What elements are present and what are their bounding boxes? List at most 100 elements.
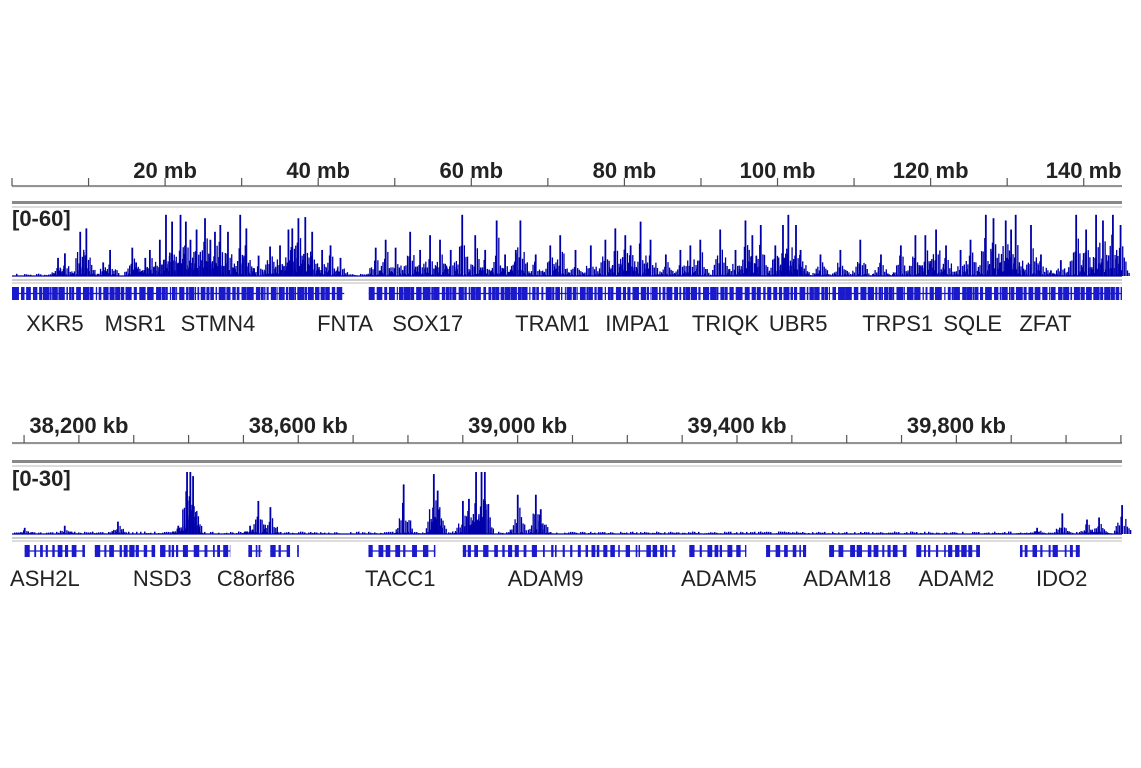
gene-exon[interactable]	[197, 287, 200, 300]
gene-exon[interactable]	[1032, 545, 1038, 557]
gene-exon[interactable]	[1104, 287, 1111, 300]
gene-exon[interactable]	[462, 545, 467, 557]
gene-exon[interactable]	[165, 287, 168, 300]
gene-exon[interactable]	[627, 287, 631, 300]
gene-exon[interactable]	[45, 545, 48, 557]
gene-exon[interactable]	[495, 287, 500, 300]
gene-exon[interactable]	[285, 287, 289, 300]
gene-exon[interactable]	[1075, 545, 1080, 557]
gene-exon[interactable]	[416, 287, 422, 300]
gene-exon[interactable]	[690, 287, 698, 300]
gene-exon[interactable]	[43, 287, 50, 300]
gene-exon[interactable]	[591, 545, 596, 557]
gene-exon[interactable]	[799, 545, 801, 557]
gene-exon[interactable]	[210, 287, 214, 300]
gene-label-trps1[interactable]: TRPS1	[862, 311, 933, 336]
gene-exon[interactable]	[1040, 545, 1043, 557]
gene-exon[interactable]	[1120, 287, 1122, 300]
gene-exon[interactable]	[1001, 287, 1008, 300]
gene-exon[interactable]	[1063, 287, 1070, 300]
gene-label-triqk[interactable]: TRIQK	[692, 311, 760, 336]
gene-exon[interactable]	[422, 545, 429, 557]
gene-exon[interactable]	[763, 287, 766, 300]
gene-exon[interactable]	[278, 287, 283, 300]
gene-exon[interactable]	[775, 545, 781, 557]
gene-exon[interactable]	[666, 287, 673, 300]
gene-exon[interactable]	[832, 287, 836, 300]
gene-exon[interactable]	[850, 545, 856, 557]
gene-exon[interactable]	[94, 545, 101, 557]
gene-exon[interactable]	[1049, 287, 1051, 300]
gene-label-fnta[interactable]: FNTA	[317, 311, 373, 336]
gene-exon[interactable]	[792, 545, 797, 557]
gene-label-ido2[interactable]: IDO2	[1036, 566, 1087, 591]
gene-label-adam18[interactable]: ADAM18	[803, 566, 891, 591]
gene-exon[interactable]	[727, 545, 733, 557]
gene-exon[interactable]	[961, 545, 967, 557]
gene-exon[interactable]	[1042, 287, 1048, 300]
gene-exon[interactable]	[468, 287, 471, 300]
gene-exon[interactable]	[368, 287, 375, 300]
gene-exon[interactable]	[596, 545, 600, 557]
gene-exon[interactable]	[944, 545, 946, 557]
gene-exon[interactable]	[928, 545, 931, 557]
gene-exon[interactable]	[206, 287, 210, 300]
gene-exon[interactable]	[638, 545, 641, 557]
gene-exon[interactable]	[572, 287, 577, 300]
gene-exon[interactable]	[368, 545, 373, 557]
gene-exon[interactable]	[426, 287, 431, 300]
gene-exon[interactable]	[698, 287, 701, 300]
gene-exon[interactable]	[615, 287, 622, 300]
gene-exon[interactable]	[640, 287, 647, 300]
gene-exon[interactable]	[422, 287, 427, 300]
gene-exon[interactable]	[470, 287, 476, 300]
gene-exon[interactable]	[892, 287, 895, 300]
gene-exon[interactable]	[536, 287, 539, 300]
gene-exon[interactable]	[994, 287, 999, 300]
gene-exon[interactable]	[860, 287, 867, 300]
gene-exon[interactable]	[806, 287, 809, 300]
gene-exon[interactable]	[972, 287, 975, 300]
gene-label-ash2l[interactable]: ASH2L	[10, 566, 80, 591]
gene-exon[interactable]	[412, 545, 417, 557]
gene-exon[interactable]	[873, 545, 879, 557]
gene-exon[interactable]	[903, 287, 905, 300]
gene-label-stmn4[interactable]: STMN4	[181, 311, 256, 336]
gene-exon[interactable]	[689, 545, 695, 557]
gene-exon[interactable]	[76, 287, 81, 300]
gene-exon[interactable]	[248, 545, 253, 557]
gene-exon[interactable]	[660, 545, 664, 557]
gene-exon[interactable]	[504, 287, 511, 300]
gene-exon[interactable]	[521, 287, 528, 300]
gene-exon[interactable]	[585, 545, 589, 557]
gene-exon[interactable]	[217, 545, 220, 557]
gene-exon[interactable]	[176, 545, 179, 557]
gene-exon[interactable]	[576, 287, 578, 300]
gene-exon[interactable]	[974, 287, 979, 300]
gene-exon[interactable]	[604, 287, 607, 300]
gene-exon[interactable]	[594, 287, 597, 300]
gene-exon[interactable]	[925, 287, 928, 300]
gene-exon[interactable]	[385, 545, 391, 557]
gene-exon[interactable]	[161, 287, 166, 300]
gene-exon[interactable]	[50, 287, 52, 300]
gene-exon[interactable]	[307, 287, 314, 300]
gene-exon[interactable]	[719, 545, 723, 557]
gene-exon[interactable]	[566, 287, 572, 300]
gene-exon[interactable]	[523, 545, 527, 557]
gene-exon[interactable]	[1115, 287, 1120, 300]
gene-exon[interactable]	[744, 287, 750, 300]
gene-exon[interactable]	[169, 287, 172, 300]
gene-exon[interactable]	[40, 545, 43, 557]
gene-exon[interactable]	[799, 287, 806, 300]
gene-exon[interactable]	[924, 545, 926, 557]
gene-exon[interactable]	[246, 287, 254, 300]
gene-exon[interactable]	[376, 287, 383, 300]
gene-exon[interactable]	[531, 545, 537, 557]
gene-exon[interactable]	[622, 287, 627, 300]
gene-exon[interactable]	[828, 287, 830, 300]
gene-exon[interactable]	[151, 545, 156, 557]
gene-exon[interactable]	[679, 287, 682, 300]
gene-exon[interactable]	[286, 545, 291, 557]
gene-exon[interactable]	[845, 287, 852, 300]
